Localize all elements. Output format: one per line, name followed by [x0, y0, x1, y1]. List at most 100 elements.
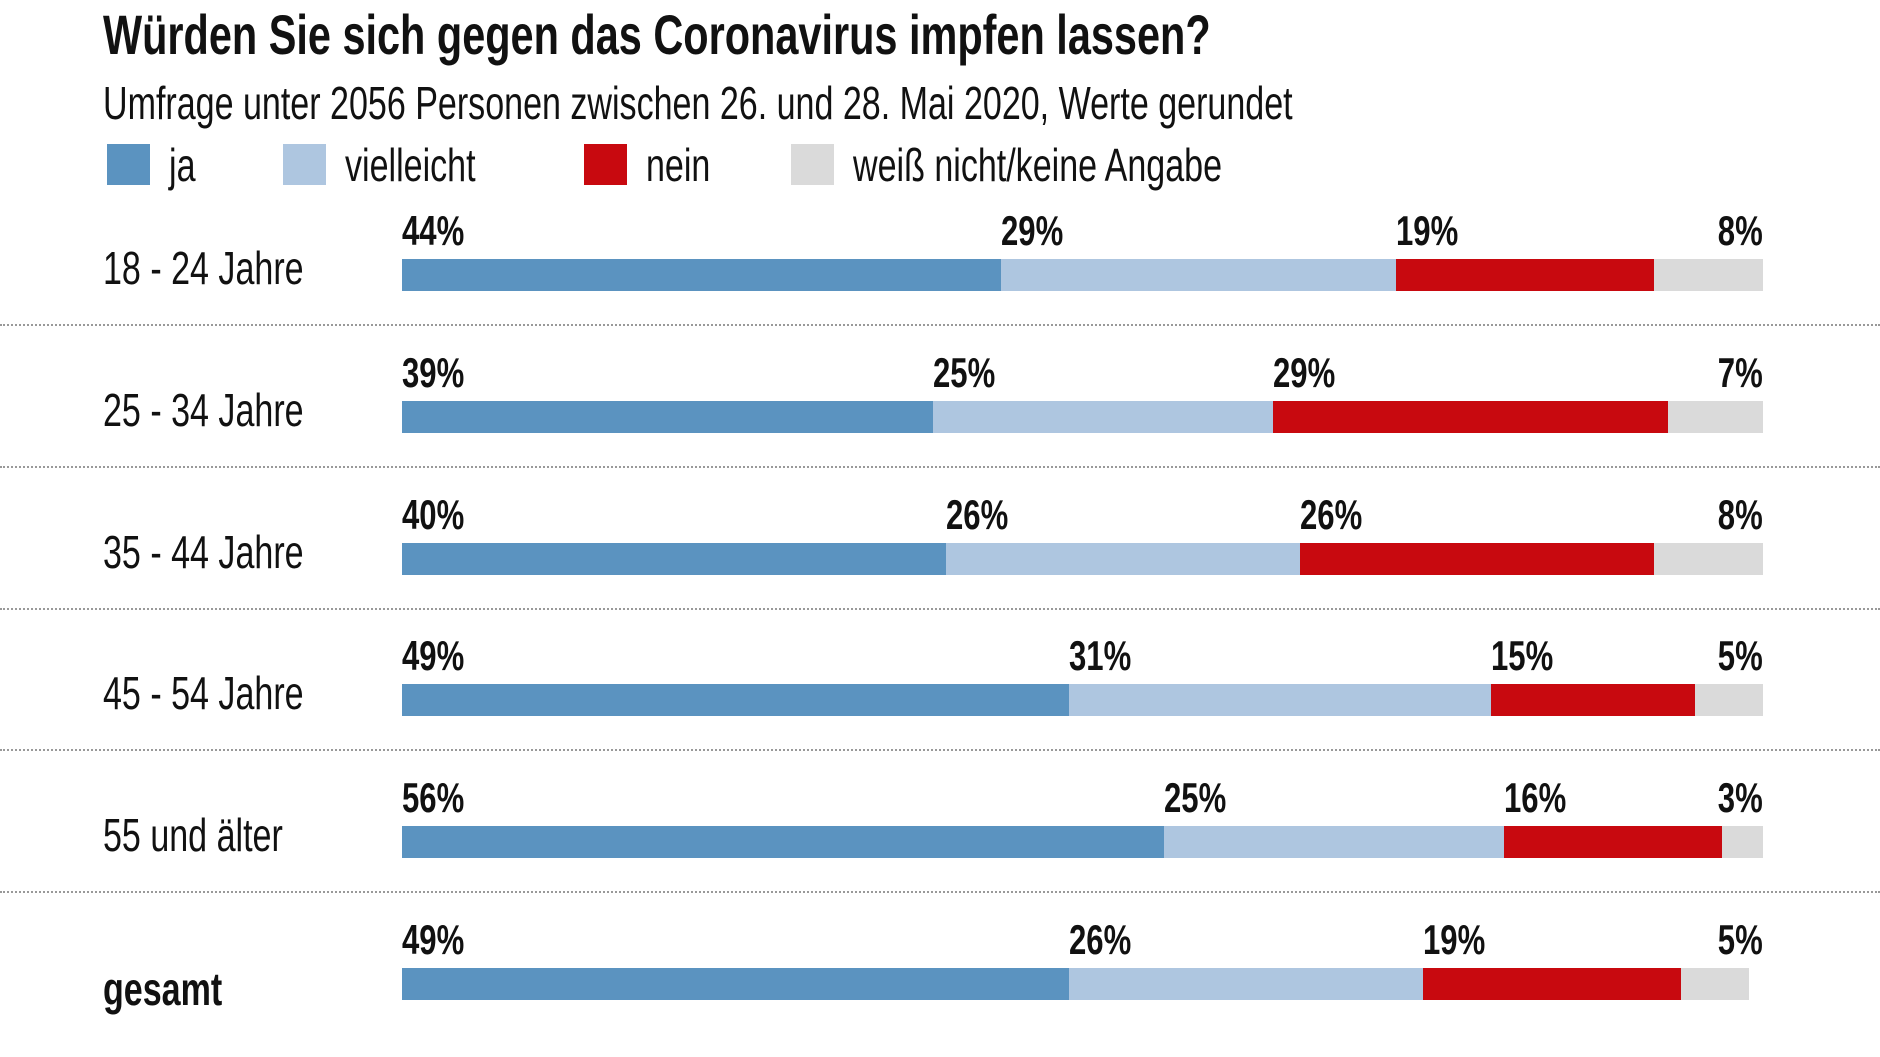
- data-label-text: 25%: [1164, 774, 1227, 822]
- bar-segment: [1300, 542, 1655, 575]
- bar-segment: [1000, 259, 1396, 291]
- legend-swatch: [107, 144, 150, 185]
- category-label: 55 und älter: [103, 808, 346, 862]
- data-label: 7%: [1702, 349, 1763, 397]
- data-label-text: 49%: [402, 916, 465, 963]
- category-label: gesamt: [103, 962, 264, 1016]
- category-label-text: 18 - 24 Jahre: [103, 242, 304, 294]
- bar-segment: [402, 542, 947, 575]
- category-label: 45 - 54 Jahre: [103, 666, 374, 720]
- data-label: 49%: [402, 632, 486, 680]
- chart-subtitle: Umfrage unter 2056 Personen zwischen 26.…: [103, 76, 1711, 130]
- bar-segment: [1395, 259, 1655, 291]
- data-label: 15%: [1491, 632, 1575, 680]
- data-label-text: 29%: [1000, 207, 1064, 254]
- data-label: 8%: [1702, 207, 1763, 255]
- data-label: 8%: [1702, 491, 1763, 539]
- category-label: 35 - 44 Jahre: [103, 525, 374, 579]
- bar-segment: [1667, 400, 1763, 433]
- legend-label: vielleicht: [345, 138, 521, 192]
- bar-segment: [1694, 684, 1763, 717]
- data-label: 26%: [1300, 491, 1384, 539]
- data-label-text: 26%: [1300, 490, 1363, 538]
- data-label-text: 8%: [1718, 207, 1763, 254]
- data-label-text: 5%: [1718, 916, 1763, 963]
- legend-label-text: nein: [646, 139, 711, 191]
- row-divider: [0, 607, 1880, 610]
- data-label: 5%: [1702, 916, 1763, 964]
- data-label-text: 25%: [932, 348, 995, 396]
- category-label-text: 35 - 44 Jahre: [103, 525, 304, 578]
- bar-segment: [1273, 400, 1668, 433]
- data-label-text: 31%: [1068, 632, 1132, 680]
- data-label: 25%: [1164, 774, 1248, 822]
- data-label-text: 29%: [1273, 348, 1336, 396]
- bar-segment: [932, 400, 1274, 433]
- bar-segment: [402, 826, 1165, 859]
- data-label: 19%: [1423, 916, 1507, 964]
- row-divider: [0, 749, 1880, 752]
- data-label-text: 15%: [1490, 632, 1554, 680]
- data-label-text: 19%: [1422, 916, 1485, 963]
- bar-segment: [402, 400, 933, 433]
- data-label-text: 8%: [1718, 490, 1763, 538]
- legend-label-text: weiß nicht/keine Angabe: [853, 139, 1223, 191]
- data-label: 25%: [933, 349, 1017, 397]
- legend-label: ja: [169, 138, 205, 192]
- data-label: 40%: [402, 491, 486, 539]
- data-label-text: 16%: [1504, 774, 1567, 822]
- data-label-text: 26%: [946, 490, 1009, 538]
- chart-subtitle-text: Umfrage unter 2056 Personen zwischen 26.…: [103, 77, 1293, 129]
- legend-swatch: [791, 144, 834, 185]
- data-label: 39%: [402, 349, 486, 397]
- data-label: 56%: [402, 774, 486, 822]
- bar-segment: [402, 684, 1069, 717]
- category-label-text: 25 - 34 Jahre: [103, 383, 304, 436]
- data-label: 3%: [1702, 774, 1763, 822]
- data-label: 16%: [1504, 774, 1588, 822]
- chart-title: Würden Sie sich gegen das Coronavirus im…: [103, 2, 1600, 67]
- legend-swatch: [584, 144, 627, 185]
- category-label-text: gesamt: [103, 963, 223, 1015]
- bar-segment: [1422, 968, 1682, 1000]
- legend-label: nein: [646, 138, 733, 192]
- category-label: 18 - 24 Jahre: [103, 241, 374, 295]
- data-label: 31%: [1069, 632, 1153, 680]
- data-label: 19%: [1396, 207, 1480, 255]
- category-label: 25 - 34 Jahre: [103, 383, 374, 437]
- data-label-text: 44%: [402, 207, 465, 254]
- category-label-text: 55 und älter: [103, 809, 283, 862]
- data-label-text: 40%: [402, 490, 465, 538]
- row-divider: [0, 324, 1880, 326]
- row-divider: [0, 465, 1880, 468]
- data-label-text: 56%: [402, 774, 465, 822]
- bar-segment: [1068, 684, 1491, 717]
- legend-label-text: vielleicht: [345, 139, 476, 191]
- bar-segment: [1490, 684, 1695, 717]
- legend-label-text: ja: [169, 139, 196, 191]
- legend-label: weiß nicht/keine Angabe: [853, 138, 1352, 192]
- bar-segment: [402, 259, 1001, 291]
- data-label-text: 7%: [1718, 348, 1763, 396]
- bar-segment: [402, 968, 1069, 1000]
- data-label: 49%: [402, 916, 486, 964]
- data-label-text: 49%: [402, 632, 465, 680]
- data-label: 29%: [1001, 207, 1085, 255]
- bar-segment: [1681, 968, 1750, 1000]
- data-label: 5%: [1702, 632, 1763, 680]
- data-label-text: 26%: [1068, 916, 1132, 963]
- bar-segment: [1164, 826, 1505, 859]
- chart-title-text: Würden Sie sich gegen das Coronavirus im…: [103, 3, 1211, 66]
- data-label: 26%: [946, 491, 1030, 539]
- data-label: 26%: [1069, 916, 1153, 964]
- data-label-text: 3%: [1718, 774, 1763, 822]
- legend-swatch: [283, 144, 326, 185]
- bar-segment: [946, 542, 1301, 575]
- bar-segment: [1068, 968, 1423, 1000]
- data-label-text: 5%: [1718, 632, 1763, 680]
- bar-segment: [1654, 542, 1763, 575]
- data-label: 29%: [1273, 349, 1357, 397]
- bar-segment: [1722, 826, 1763, 859]
- data-label: 44%: [402, 207, 486, 255]
- bar-segment: [1654, 259, 1763, 291]
